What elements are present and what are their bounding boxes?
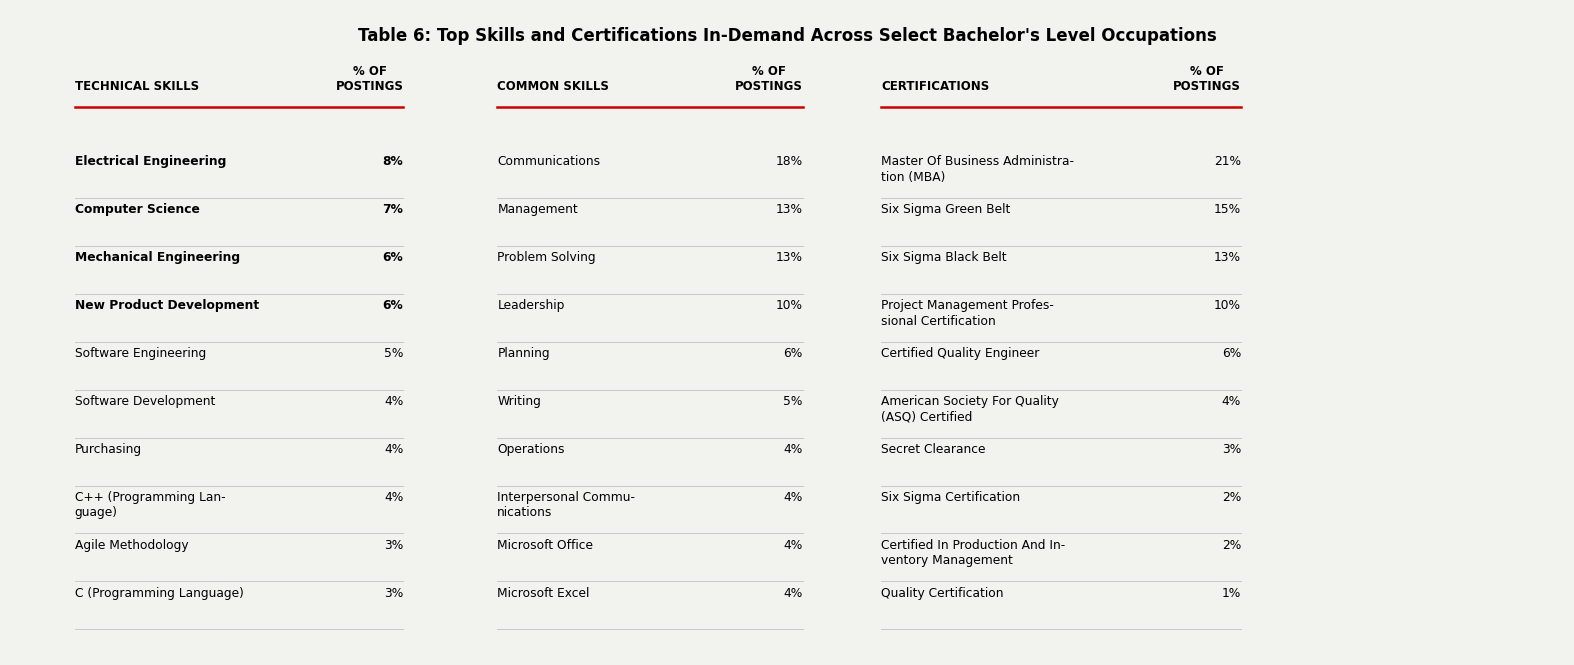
Text: Agile Methodology: Agile Methodology — [74, 539, 189, 552]
Text: 4%: 4% — [784, 539, 803, 552]
Text: 4%: 4% — [784, 443, 803, 456]
Text: Six Sigma Certification: Six Sigma Certification — [881, 491, 1020, 504]
Text: 4%: 4% — [384, 491, 403, 504]
Text: 2%: 2% — [1221, 491, 1240, 504]
Text: 3%: 3% — [384, 539, 403, 552]
Text: 15%: 15% — [1214, 203, 1240, 216]
Text: American Society For Quality
(ASQ) Certified: American Society For Quality (ASQ) Certi… — [881, 395, 1059, 424]
Text: CERTIFICATIONS: CERTIFICATIONS — [881, 80, 988, 93]
Text: 4%: 4% — [1221, 395, 1240, 408]
Text: New Product Development: New Product Development — [74, 299, 258, 312]
Text: Purchasing: Purchasing — [74, 443, 142, 456]
Text: Certified Quality Engineer: Certified Quality Engineer — [881, 347, 1039, 360]
Text: C++ (Programming Lan-
guage): C++ (Programming Lan- guage) — [74, 491, 225, 519]
Text: 21%: 21% — [1214, 155, 1240, 168]
Text: Mechanical Engineering: Mechanical Engineering — [74, 251, 239, 264]
Text: 6%: 6% — [784, 347, 803, 360]
Text: Planning: Planning — [497, 347, 549, 360]
Text: Electrical Engineering: Electrical Engineering — [74, 155, 227, 168]
Text: 13%: 13% — [776, 251, 803, 264]
Text: Computer Science: Computer Science — [74, 203, 200, 216]
Text: Certified In Production And In-
ventory Management: Certified In Production And In- ventory … — [881, 539, 1066, 567]
Text: 2%: 2% — [1221, 539, 1240, 552]
Text: Management: Management — [497, 203, 578, 216]
Text: TECHNICAL SKILLS: TECHNICAL SKILLS — [74, 80, 198, 93]
Text: Leadership: Leadership — [497, 299, 565, 312]
Text: Interpersonal Commu-
nications: Interpersonal Commu- nications — [497, 491, 636, 519]
Text: Software Development: Software Development — [74, 395, 216, 408]
Text: Microsoft Excel: Microsoft Excel — [497, 587, 590, 600]
Text: 13%: 13% — [776, 203, 803, 216]
Text: 5%: 5% — [384, 347, 403, 360]
Text: COMMON SKILLS: COMMON SKILLS — [497, 80, 609, 93]
Text: 3%: 3% — [384, 587, 403, 600]
Text: Software Engineering: Software Engineering — [74, 347, 206, 360]
Text: Problem Solving: Problem Solving — [497, 251, 597, 264]
Text: 13%: 13% — [1214, 251, 1240, 264]
Text: 4%: 4% — [384, 395, 403, 408]
Text: % OF
POSTINGS: % OF POSTINGS — [1173, 65, 1240, 93]
Text: 18%: 18% — [776, 155, 803, 168]
Text: Six Sigma Green Belt: Six Sigma Green Belt — [881, 203, 1011, 216]
Text: Secret Clearance: Secret Clearance — [881, 443, 985, 456]
Text: 8%: 8% — [382, 155, 403, 168]
Text: Six Sigma Black Belt: Six Sigma Black Belt — [881, 251, 1006, 264]
Text: 4%: 4% — [784, 587, 803, 600]
Text: Communications: Communications — [497, 155, 600, 168]
Text: Project Management Profes-
sional Certification: Project Management Profes- sional Certif… — [881, 299, 1055, 327]
Text: 6%: 6% — [382, 299, 403, 312]
Text: 6%: 6% — [1221, 347, 1240, 360]
Text: 10%: 10% — [776, 299, 803, 312]
Text: Operations: Operations — [497, 443, 565, 456]
Text: 6%: 6% — [382, 251, 403, 264]
Text: 3%: 3% — [1221, 443, 1240, 456]
Text: % OF
POSTINGS: % OF POSTINGS — [335, 65, 403, 93]
Text: 1%: 1% — [1221, 587, 1240, 600]
Text: 10%: 10% — [1214, 299, 1240, 312]
Text: Master Of Business Administra-
tion (MBA): Master Of Business Administra- tion (MBA… — [881, 155, 1073, 184]
Text: 4%: 4% — [384, 443, 403, 456]
Text: Quality Certification: Quality Certification — [881, 587, 1004, 600]
Text: 7%: 7% — [382, 203, 403, 216]
Text: Table 6: Top Skills and Certifications In-Demand Across Select Bachelor's Level : Table 6: Top Skills and Certifications I… — [357, 27, 1217, 45]
Text: 4%: 4% — [784, 491, 803, 504]
Text: C (Programming Language): C (Programming Language) — [74, 587, 244, 600]
Text: % OF
POSTINGS: % OF POSTINGS — [735, 65, 803, 93]
Text: Writing: Writing — [497, 395, 541, 408]
Text: Microsoft Office: Microsoft Office — [497, 539, 593, 552]
Text: 5%: 5% — [784, 395, 803, 408]
